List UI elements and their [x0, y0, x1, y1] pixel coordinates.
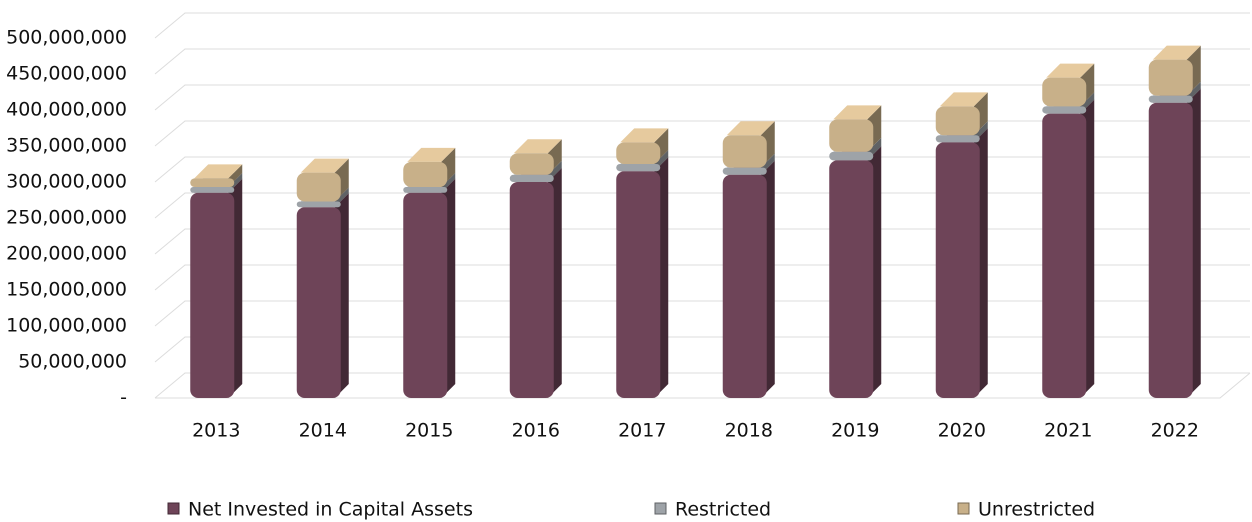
bar — [403, 187, 448, 193]
bar-top — [1152, 45, 1201, 60]
bar — [190, 192, 235, 398]
bar — [829, 160, 874, 398]
bar-top — [833, 105, 882, 120]
x-tick-label: 2016 — [512, 420, 560, 442]
bar — [935, 106, 980, 136]
y-tick-label: 150,000,000 — [6, 279, 127, 301]
bar — [935, 135, 980, 143]
x-tick-label: 2021 — [1044, 420, 1092, 442]
bar — [1042, 77, 1087, 107]
grid-line — [154, 372, 1250, 399]
x-tick-label: 2019 — [831, 420, 879, 442]
bar — [403, 161, 448, 188]
bar — [1042, 113, 1087, 398]
y-tick-label: 300,000,000 — [6, 171, 127, 193]
y-tick-label: 350,000,000 — [6, 135, 127, 157]
grid-line — [154, 336, 1250, 363]
bar-top — [726, 121, 775, 136]
bar — [296, 172, 341, 202]
x-tick-label: 2014 — [299, 420, 347, 442]
bar — [616, 164, 661, 172]
bar — [1148, 95, 1193, 103]
grid-line — [154, 192, 1250, 219]
bar — [509, 174, 554, 182]
x-tick-label: 2020 — [938, 420, 986, 442]
bar — [1148, 102, 1193, 399]
y-tick-label: 50,000,000 — [18, 351, 127, 373]
grid-line — [154, 12, 1250, 39]
grid-line — [154, 84, 1250, 111]
legend-label: Unrestricted — [978, 499, 1095, 521]
bar — [190, 178, 235, 188]
bar — [829, 151, 874, 161]
grid-line — [154, 300, 1250, 327]
grid-line — [154, 156, 1250, 183]
legend-swatch — [167, 502, 180, 515]
bar — [296, 207, 341, 398]
y-tick-label: 100,000,000 — [6, 315, 127, 337]
x-tick-label: 2013 — [192, 420, 240, 442]
bar — [722, 135, 767, 168]
bar — [190, 187, 235, 193]
bar — [722, 167, 767, 175]
x-tick-label: 2017 — [618, 420, 666, 442]
bar-top — [620, 128, 669, 143]
y-tick-label: 250,000,000 — [6, 207, 127, 229]
bar — [403, 192, 448, 398]
bar — [829, 119, 874, 152]
bar — [935, 142, 980, 398]
grid-line — [154, 228, 1250, 255]
x-tick-label: 2015 — [405, 420, 453, 442]
bar — [616, 171, 661, 398]
y-tick-label: 450,000,000 — [6, 63, 127, 85]
x-tick-label: 2022 — [1151, 420, 1199, 442]
y-tick-label: 400,000,000 — [6, 99, 127, 121]
y-tick-label: 200,000,000 — [6, 243, 127, 265]
grid-line — [154, 264, 1250, 291]
bar-top — [939, 92, 988, 107]
legend-label: Net Invested in Capital Assets — [188, 499, 473, 521]
legend-swatch — [957, 502, 970, 515]
grid-line — [154, 120, 1250, 147]
y-tick-label: 500,000,000 — [6, 27, 127, 49]
bar — [616, 142, 661, 164]
bar-top — [300, 158, 349, 173]
bar-top — [513, 139, 562, 154]
bar-top — [194, 164, 243, 179]
bar — [509, 153, 554, 175]
y-tick-label: - — [120, 387, 127, 409]
grid-line — [154, 48, 1250, 75]
bar — [296, 201, 341, 208]
bar — [509, 182, 554, 398]
legend-swatch — [654, 502, 667, 515]
bar-top — [1046, 63, 1095, 78]
bar — [722, 174, 767, 398]
x-tick-label: 2018 — [725, 420, 773, 442]
legend-label: Restricted — [675, 499, 771, 521]
bar — [1042, 106, 1087, 114]
bar-top — [407, 147, 456, 162]
floor-line — [155, 372, 1251, 399]
bar — [1148, 59, 1193, 96]
